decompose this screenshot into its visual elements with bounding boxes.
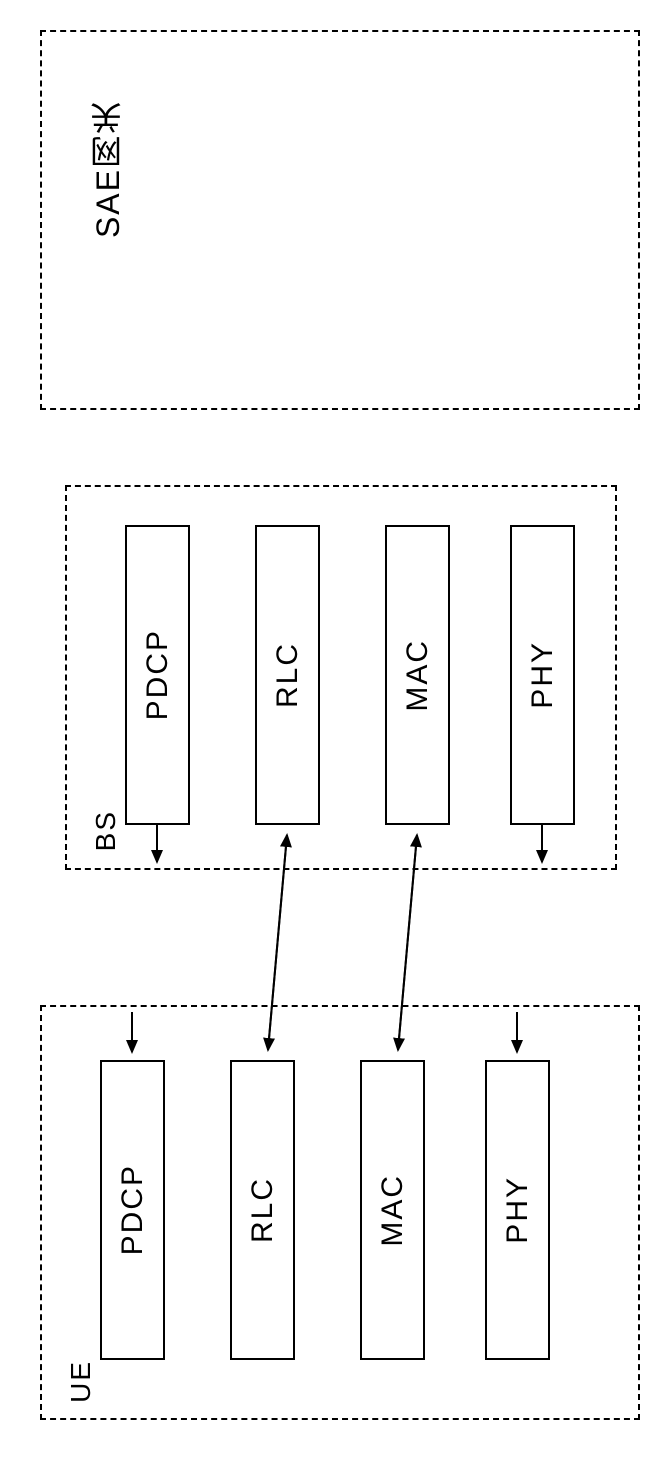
ue-mac-label: MAC	[376, 1174, 410, 1247]
bs-mac-box: MAC	[385, 525, 450, 825]
bs-phy-box: PHY	[510, 525, 575, 825]
bs-rlc-label: RLC	[271, 642, 305, 708]
ue-rlc-box: RLC	[230, 1060, 295, 1360]
ue-pdcp-label: PDCP	[116, 1164, 150, 1255]
sae-gateway-label: SAE网关	[85, 100, 131, 238]
bs-rlc-box: RLC	[255, 525, 320, 825]
bs-label: BS	[90, 810, 122, 851]
ue-rlc-label: RLC	[246, 1177, 280, 1243]
ue-label: UE	[65, 1360, 97, 1403]
bs-pdcp-label: PDCP	[141, 629, 175, 720]
bs-pdcp-box: PDCP	[125, 525, 190, 825]
bs-mac-label: MAC	[401, 639, 435, 712]
ue-mac-box: MAC	[360, 1060, 425, 1360]
ue-phy-box: PHY	[485, 1060, 550, 1360]
ue-phy-label: PHY	[501, 1176, 535, 1244]
ue-pdcp-box: PDCP	[100, 1060, 165, 1360]
bs-phy-label: PHY	[526, 641, 560, 709]
